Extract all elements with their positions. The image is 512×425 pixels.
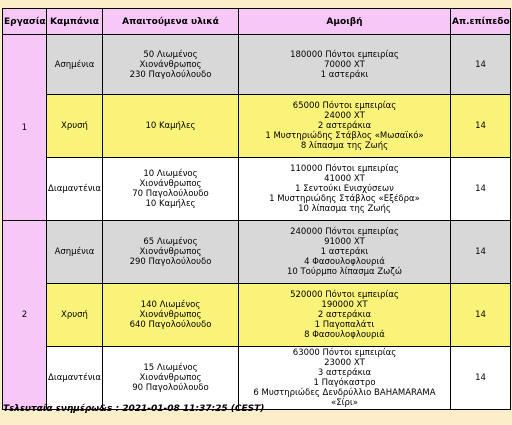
material-line: 640 Παγολούλουδο xyxy=(129,320,212,330)
material-line: 140 Λιωμένος xyxy=(140,300,201,310)
material-line: 230 Παγολούλουδο xyxy=(129,69,212,80)
reward-cell: 520000 Πόντοι εμπειρίας 190000 ΧΤ 2 αστε… xyxy=(238,283,451,347)
material-line: 15 Λιωμένος xyxy=(143,363,198,373)
reward-line: 63000 Πόντοι εμπειρίας xyxy=(292,348,397,358)
material-line: 50 Λιωμένος xyxy=(143,49,198,60)
level-cell: 14 xyxy=(450,94,511,158)
reward-cell: 180000 Πόντοι εμπειρίας 70000 ΧΤ 1 αστερ… xyxy=(238,34,451,95)
reward-line: «Σίρι» xyxy=(331,398,358,408)
material-line: 10 Καμήλες xyxy=(145,199,196,209)
campaign-cell: Χρυσή xyxy=(46,94,103,158)
campaign-cell: Ασημένια xyxy=(46,34,103,95)
table-row: 2 Ασημένια 65 Λιωμένος Χιονάνθρωπος 290 … xyxy=(2,220,511,410)
level-cell: 14 xyxy=(450,34,511,95)
materials-cell: 10 Λιωμένος Χιονάνθρωπος 70 Παγολούλουδο… xyxy=(102,157,239,221)
reward-line: 10 λίπασμα της Ζωής xyxy=(298,204,391,214)
reward-line: 1 αστεράκι xyxy=(320,69,369,80)
reward-line: 240000 Πόντοι εμπειρίας xyxy=(290,227,399,237)
materials-cell: 50 Λιωμένος Χιονάνθρωπος 230 Παγολούλουδ… xyxy=(102,34,239,95)
table-row: Χρυσή 10 Καμήλες 65000 Πόντοι εμπειρίας … xyxy=(3,94,511,158)
material-line: Χιονάνθρωπος xyxy=(139,59,202,70)
reward-line: 91000 ΧΤ xyxy=(324,237,365,247)
level-cell: 14 xyxy=(450,157,511,221)
reward-line: 23000 ΧΤ xyxy=(324,358,365,368)
reward-cell: 240000 Πόντοι εμπειρίας 91000 ΧΤ 1 αστερ… xyxy=(238,220,451,284)
reward-line: 190000 ΧΤ xyxy=(321,300,368,310)
table-row: 1 Ασημένια 50 Λιωμένος Χιονάνθρωπος 230 … xyxy=(2,34,511,221)
reward-line: 41000 ΧΤ xyxy=(324,174,365,184)
level-cell: 14 xyxy=(450,283,511,347)
material-line: 70 Παγολούλουδο xyxy=(132,189,209,199)
campaign-cell: Διαμαντένια xyxy=(46,346,103,410)
table-row: Χρυσή 140 Λιωμένος Χιονάνθρωπος 640 Παγο… xyxy=(3,283,511,347)
reward-line: 3 αστεράκια xyxy=(317,368,372,378)
header-task: Εργασία xyxy=(2,8,47,35)
level-cell: 14 xyxy=(450,220,511,284)
reward-line: 1 Μυστηριώδης Στάβλος «Εξέδρα» xyxy=(269,194,420,204)
reward-line: 520000 Πόντοι εμπειρίας xyxy=(290,290,399,300)
materials-cell: 15 Λιωμένος Χιονάνθρωπος 90 Παγολούλουδο xyxy=(102,346,239,410)
table-row: Διαμαντένια 10 Λιωμένος Χιονάνθρωπος 70 … xyxy=(3,157,511,221)
campaign-cell: Ασημένια xyxy=(46,220,103,284)
reward-line: 24000 ΧΤ xyxy=(324,111,365,121)
quests-table: Εργασία Καμπάνια Απαιτούμενα υλικά Αμοιβ… xyxy=(2,8,511,410)
reward-cell: 110000 Πόντοι εμπειρίας 41000 ΧΤ 1 Σεντο… xyxy=(238,157,451,221)
reward-cell: 63000 Πόντοι εμπειρίας 23000 ΧΤ 3 αστερά… xyxy=(238,346,451,410)
reward-line: 10 Τούρμπο λίπασμα Ζωζώ xyxy=(286,267,403,277)
material-line: 65 Λιωμένος xyxy=(143,237,198,247)
material-line: 10 Λιωμένος xyxy=(143,169,198,179)
reward-line: 110000 Πόντοι εμπειρίας xyxy=(290,164,399,174)
reward-cell: 65000 Πόντοι εμπειρίας 24000 ΧΤ 2 αστερά… xyxy=(238,94,451,158)
reward-line: 6 Μυστηριώδες Δενδρύλλιο BAHAMARAMA xyxy=(253,388,436,398)
materials-cell: 65 Λιωμένος Χιονάνθρωπος 290 Παγολούλουδ… xyxy=(102,220,239,284)
reward-line: 2 αστεράκια xyxy=(317,310,372,320)
header-level: Απ.επίπεδο xyxy=(450,8,511,35)
level-cell: 14 xyxy=(450,346,511,410)
table-row: Διαμαντένια 15 Λιωμένος Χιονάνθρωπος 90 … xyxy=(3,346,511,410)
header-materials: Απαιτούμενα υλικά xyxy=(102,8,239,35)
material-line: Χιονάνθρωπος xyxy=(139,247,202,257)
campaign-cell: Χρυσή xyxy=(46,283,103,347)
material-line: Χιονάνθρωπος xyxy=(139,310,202,320)
last-updated-note: Τελευταία ενημέρω&s : 2021-01-08 11:37:2… xyxy=(3,404,265,414)
task-number: 2 xyxy=(2,220,47,410)
materials-cell: 140 Λιωμένος Χιονάνθρωπος 640 Παγολούλου… xyxy=(102,283,239,347)
material-line: 10 Καμήλες xyxy=(145,121,196,131)
reward-line: 1 Σεντούκι Ενισχύσεων xyxy=(295,184,394,194)
material-line: Χιονάνθρωπος xyxy=(139,179,202,189)
reward-line: 8 Φασουλοφλουριά xyxy=(304,330,385,340)
task-number: 1 xyxy=(2,34,47,221)
reward-line: 2 αστεράκια xyxy=(317,121,372,131)
reward-line: 4 Φασουλοφλουριά xyxy=(304,257,385,267)
materials-cell: 10 Καμήλες xyxy=(102,94,239,158)
reward-line: 8 λίπασμα της Ζωής xyxy=(300,141,389,151)
reward-line: 1 αστεράκι xyxy=(320,247,369,257)
material-line: Χιονάνθρωπος xyxy=(139,373,202,383)
header-row: Εργασία Καμπάνια Απαιτούμενα υλικά Αμοιβ… xyxy=(2,8,511,35)
campaign-cell: Διαμαντένια xyxy=(46,157,103,221)
header-campaign: Καμπάνια xyxy=(46,8,103,35)
reward-line: 1 Παγοπαλάτι xyxy=(314,320,375,330)
reward-line: 65000 Πόντοι εμπειρίας xyxy=(292,101,397,111)
reward-line: 1 Παγόκαστρο xyxy=(313,378,376,388)
header-reward: Αμοιβή xyxy=(238,8,451,35)
reward-line: 70000 ΧΤ xyxy=(324,59,365,70)
reward-line: 180000 Πόντοι εμπειρίας xyxy=(290,49,399,60)
reward-line: 1 Μυστηριώδης Στάβλος «Μωσαϊκό» xyxy=(265,131,424,141)
material-line: 290 Παγολούλουδο xyxy=(129,257,212,267)
material-line: 90 Παγολούλουδο xyxy=(132,383,209,393)
